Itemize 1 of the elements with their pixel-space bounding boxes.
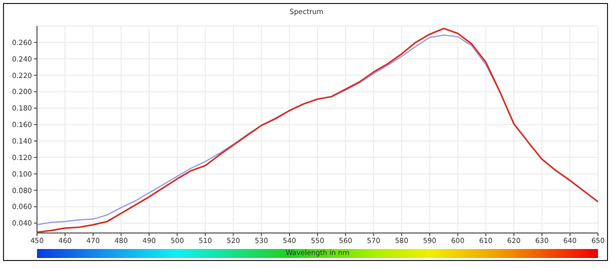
line-series <box>37 28 598 233</box>
